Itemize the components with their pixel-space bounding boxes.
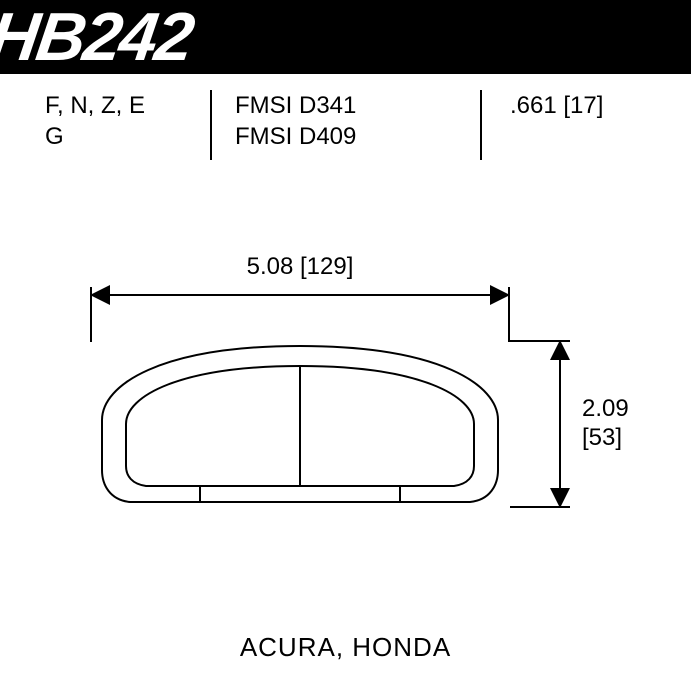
fmsi-line1: FMSI D341 bbox=[235, 90, 435, 121]
dimension-shaft-vertical bbox=[559, 350, 561, 498]
height-label-line1: 2.09 bbox=[582, 395, 629, 424]
divider-1 bbox=[210, 90, 212, 160]
thickness-value: .661 [17] bbox=[510, 90, 660, 121]
height-dimension-label: 2.09 [53] bbox=[582, 395, 629, 453]
thickness-column: .661 [17] bbox=[510, 90, 660, 121]
fmsi-line2: FMSI D409 bbox=[235, 121, 435, 152]
width-dimension: 5.08 [129] bbox=[90, 253, 510, 305]
fmsi-column: FMSI D341 FMSI D409 bbox=[235, 90, 435, 152]
height-dimension-line bbox=[550, 340, 570, 508]
width-dimension-label: 5.08 [129] bbox=[90, 253, 510, 281]
arrow-down-icon bbox=[550, 488, 570, 508]
dimension-shaft bbox=[100, 294, 500, 296]
header-bar: HB242 bbox=[0, 0, 691, 74]
extension-line-right bbox=[508, 287, 510, 342]
arrow-right-icon bbox=[490, 285, 510, 305]
compounds-line1: F, N, Z, E bbox=[45, 90, 195, 121]
compounds-column: F, N, Z, E G bbox=[45, 90, 195, 152]
extension-line-left bbox=[90, 287, 92, 342]
height-label-line2: [53] bbox=[582, 424, 629, 453]
diagram-area: 5.08 [129] 2.09 [53] bbox=[0, 245, 691, 605]
brake-pad-outline bbox=[90, 340, 510, 508]
width-dimension-line bbox=[90, 285, 510, 305]
brand-footer: ACURA, HONDA bbox=[0, 632, 691, 663]
spec-row: F, N, Z, E G FMSI D341 FMSI D409 .661 [1… bbox=[0, 90, 691, 170]
divider-2 bbox=[480, 90, 482, 160]
part-number-title: HB242 bbox=[0, 3, 196, 71]
compounds-line2: G bbox=[45, 121, 195, 152]
